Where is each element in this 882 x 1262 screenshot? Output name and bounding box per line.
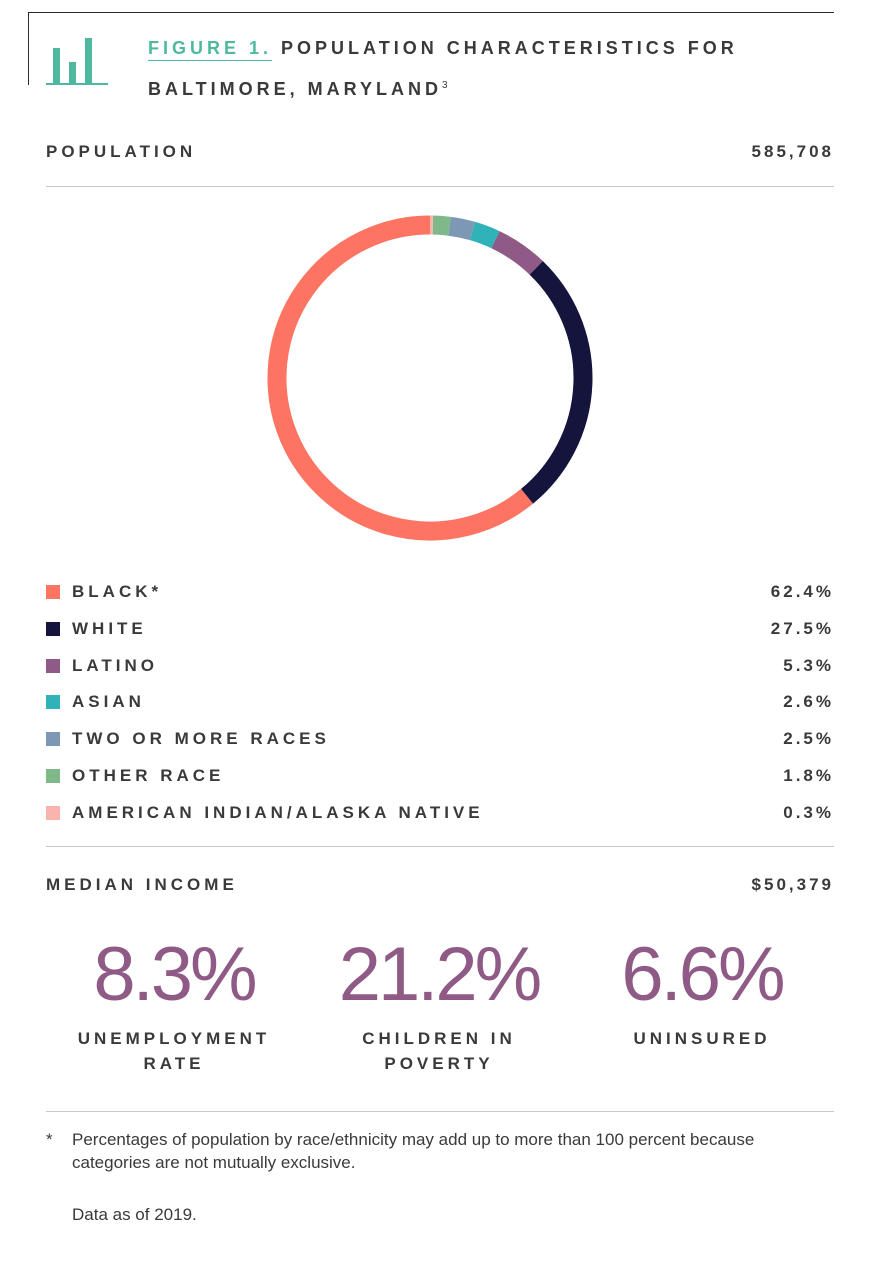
donut-slice-asian <box>469 221 500 249</box>
donut-slice-black <box>267 215 534 541</box>
donut-slice-white <box>520 261 593 504</box>
legend-item-two-or-more-races: TWO OR MORE RACES 2.5% <box>46 727 834 751</box>
legend-swatch <box>46 658 60 673</box>
legend-swatch <box>46 585 60 599</box>
legend-item-american-indian-alaska-native: AMERICAN INDIAN/ALASKA NATIVE 0.3% <box>46 801 834 825</box>
population-donut-chart <box>267 215 593 541</box>
figure-number: FIGURE 1. <box>148 38 273 61</box>
legend-label: WHITE <box>72 618 147 638</box>
legend-value: 27.5% <box>770 618 834 638</box>
figure-title-line2: BALTIMORE, MARYLAND <box>148 79 442 99</box>
stat-label-line1: UNEMPLOYMENT <box>77 1029 271 1048</box>
legend-label: OTHER RACE <box>72 766 225 785</box>
legend-swatch <box>46 769 60 783</box>
donut-slice-latino <box>491 231 543 275</box>
legend-value: 62.4% <box>770 582 834 601</box>
donut-slice-two-or-more-races <box>448 216 476 241</box>
stat-unemployment: 8.3% UNEMPLOYMENT RATE <box>49 930 299 1076</box>
legend-item-black: BLACK* 62.4% <box>46 580 834 604</box>
figure-title: FIGURE 1. POPULATION CHARACTERISTICS FOR… <box>148 30 788 108</box>
footnote-mark: * <box>46 1130 53 1149</box>
legend-value: 5.3% <box>783 655 834 675</box>
legend-label: TWO OR MORE RACES <box>72 729 330 749</box>
legend-item-asian: ASIAN 2.6% <box>46 690 834 714</box>
legend-item-white: WHITE 27.5% <box>46 617 834 641</box>
divider <box>46 186 834 187</box>
figure-footnote-ref: 3 <box>441 80 449 91</box>
median-income-value: $50,379 <box>751 875 834 894</box>
legend-value: 2.6% <box>783 692 834 712</box>
header-frame-left <box>28 12 29 85</box>
population-label: POPULATION <box>46 142 197 161</box>
legend-value: 0.3% <box>783 802 834 822</box>
donut-slice-other-race <box>432 215 451 236</box>
stat-label-line2: POVERTY <box>384 1054 494 1073</box>
stat-children-in-poverty: 21.2% CHILDREN IN POVERTY <box>314 930 564 1076</box>
stat-label-line1: UNINSURED <box>633 1029 771 1048</box>
bar-chart-icon <box>46 38 108 85</box>
header-frame-top <box>28 12 834 13</box>
stat-value: 6.6% <box>621 932 785 1017</box>
stat-label-line2: RATE <box>143 1054 205 1073</box>
data-as-of-note: Data as of 2019. <box>72 1205 197 1224</box>
legend-swatch <box>46 695 60 710</box>
legend-label: AMERICAN INDIAN/ALASKA NATIVE <box>72 802 484 822</box>
median-income-label: MEDIAN INCOME <box>46 875 238 894</box>
stat-uninsured: 6.6% UNINSURED <box>577 930 827 1051</box>
legend-value: 2.5% <box>783 729 834 749</box>
stat-label-line1: CHILDREN IN <box>362 1029 516 1048</box>
legend-swatch <box>46 732 60 747</box>
figure-title-line1: POPULATION CHARACTERISTICS FOR <box>281 38 738 58</box>
divider <box>46 846 834 847</box>
stat-value: 21.2% <box>338 932 543 1017</box>
footnote-text: Percentages of population by race/ethnic… <box>72 1130 755 1172</box>
legend-value: 1.8% <box>783 766 834 785</box>
legend-item-other-race: OTHER RACE 1.8% <box>46 764 834 788</box>
legend-swatch <box>46 621 60 636</box>
legend-label: BLACK* <box>72 582 163 601</box>
population-value: 585,708 <box>751 142 834 161</box>
legend-item-latino: LATINO 5.3% <box>46 654 834 678</box>
legend-swatch <box>46 805 60 820</box>
divider <box>46 1111 834 1112</box>
legend-label: LATINO <box>72 655 159 675</box>
stat-value: 8.3% <box>93 932 257 1017</box>
legend-label: ASIAN <box>72 692 145 712</box>
